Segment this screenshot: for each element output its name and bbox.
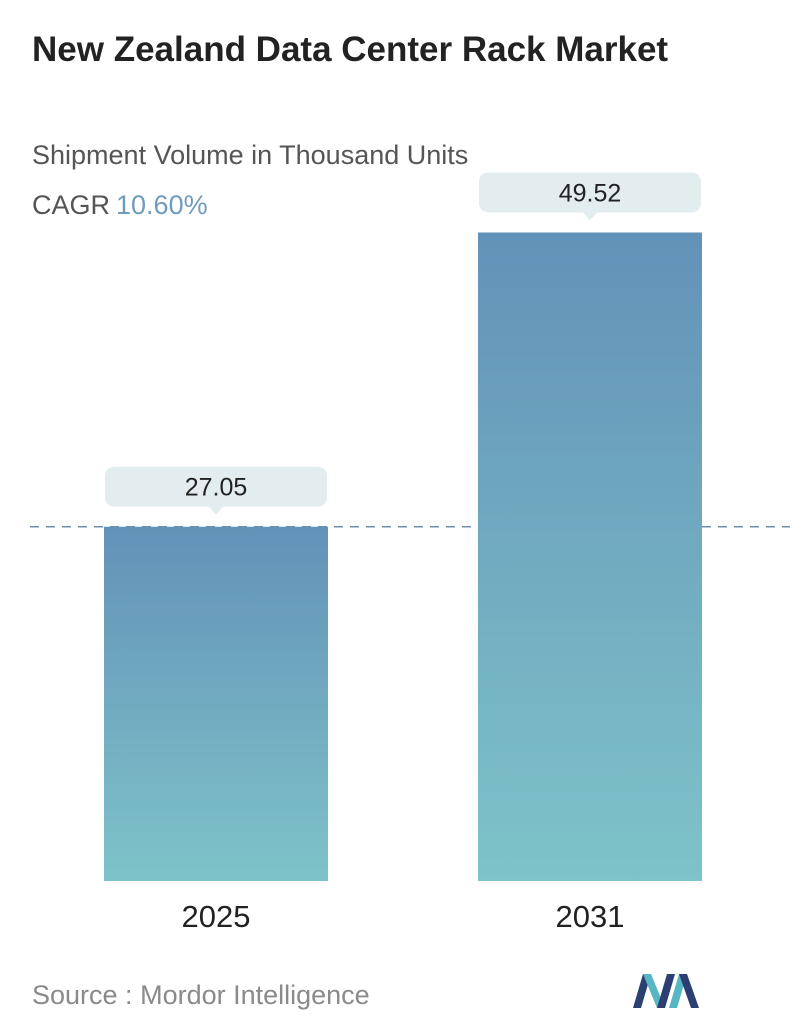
bar-chart: 27.05 2025 49.52 2031 — [30, 172, 790, 934]
value-callout-box — [479, 172, 701, 213]
cagr-line: CAGR 10.60% — [32, 190, 208, 221]
x-tick-label: 2031 — [556, 899, 625, 934]
data-label: 27.05 — [185, 474, 248, 502]
cagr-value: 10.60% — [116, 190, 208, 220]
bar-2025 — [104, 526, 328, 881]
source-label: Source : — [32, 980, 133, 1010]
value-callout-box — [105, 466, 327, 507]
chart-subtitle: Shipment Volume in Thousand Units — [32, 140, 469, 170]
x-tick-label: 2025 — [182, 899, 251, 934]
source-line: Source : Mordor Intelligence — [32, 980, 370, 1011]
data-label: 49.52 — [559, 179, 622, 207]
value-callout-pointer — [583, 212, 597, 221]
chart-title: New Zealand Data Center Rack Market — [32, 30, 669, 69]
cagr-label: CAGR — [32, 190, 111, 220]
mordor-intelligence-logo-icon — [633, 974, 699, 1008]
source-name: Mordor Intelligence — [140, 980, 370, 1010]
bar-2031 — [478, 232, 702, 881]
value-callout-pointer — [209, 506, 223, 515]
